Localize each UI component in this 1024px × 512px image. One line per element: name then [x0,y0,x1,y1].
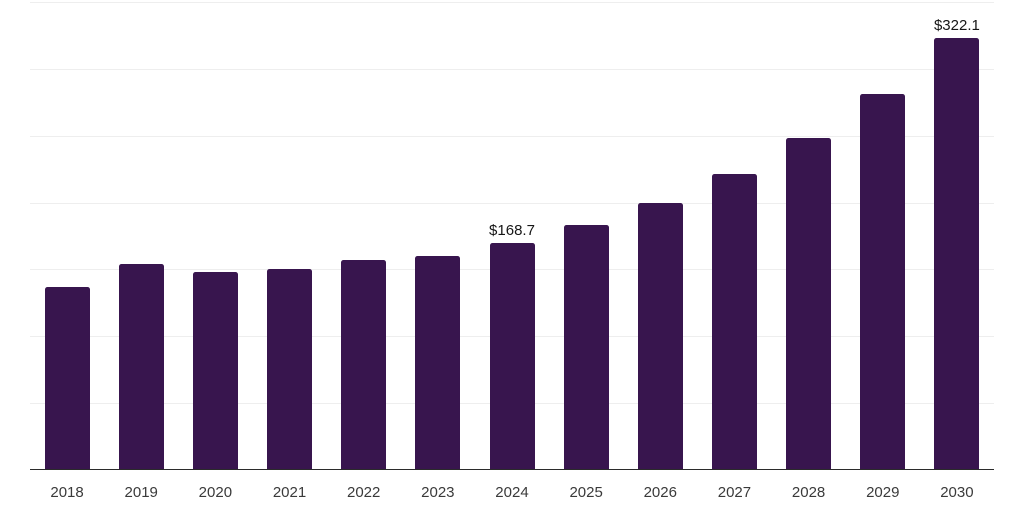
bar-2024 [489,242,535,469]
x-tick-label-2020: 2020 [198,484,233,501]
x-tick-label-2026: 2026 [643,484,677,501]
bar-2021 [267,269,313,469]
data-label-2030: $322.1 [933,17,980,35]
gridline-350 [30,2,994,3]
x-tick-label-2029: 2029 [866,484,900,501]
gridline-250 [30,135,994,137]
x-tick-label-2024: 2024 [495,484,529,501]
x-tick-label-2025: 2025 [569,484,603,501]
x-axis-line [30,468,994,470]
bar-2018 [44,287,90,469]
x-axis-labels: 2018 2019 2020 2021 2022 2023 2024 2025 2026 2027… [30,470,994,512]
x-tick-label-2021: 2021 [272,484,307,501]
x-tick-label-2019: 2019 [124,484,158,501]
bar-2029 [860,93,906,469]
bar-2023 [415,256,461,469]
x-tick-label-2030: 2030 [940,484,974,501]
bar-2027 [711,174,757,469]
x-tick-label-2028: 2028 [791,484,826,501]
bar-2026 [637,202,683,469]
gridline-300 [30,68,994,70]
bar-2030 [934,37,980,469]
x-tick-label-2027: 2027 [717,484,752,501]
bar-2022 [341,260,387,469]
plot-area: $168.7 $322.1 [30,0,994,470]
bar-2019 [118,264,164,469]
bar-2025 [563,224,609,469]
gridline-200 [30,202,994,204]
x-tick-label-2022: 2022 [346,484,381,501]
data-label-2024: $168.7 [489,222,535,240]
x-tick-label-2018: 2018 [50,484,84,501]
bar-2028 [786,137,832,469]
x-tick-label-2023: 2023 [421,484,455,501]
bar-2020 [192,272,238,469]
